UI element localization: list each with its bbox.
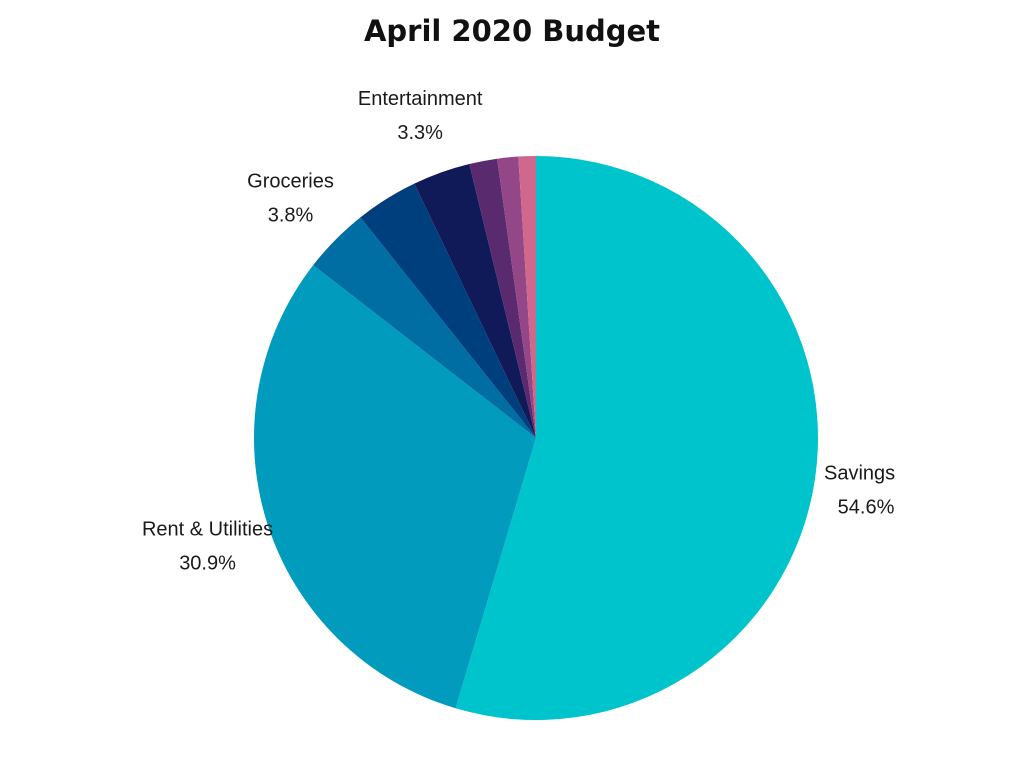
slice-label-entertainment: Entertainment — [358, 88, 483, 110]
pie-slices — [253, 156, 818, 720]
slice-value-entertainment: 3.3% — [397, 122, 443, 144]
slice-label-savings: Savings — [824, 463, 895, 485]
pie-slice-savings — [455, 156, 818, 720]
pie-slice-rent-utilities — [253, 265, 536, 709]
pie-slice-unlabeled-7 — [518, 156, 536, 438]
pie-slice-groceries — [313, 217, 536, 438]
slice-value-savings: 54.6% — [838, 497, 895, 519]
slice-value-rent-utilities: 30.9% — [179, 553, 236, 575]
pie-slice-unlabeled-6 — [497, 156, 536, 438]
slice-label-groceries: Groceries — [247, 171, 334, 193]
slice-value-groceries: 3.8% — [268, 205, 314, 227]
pie-slice-unlabeled-3 — [360, 183, 536, 438]
pie-slice-unlabeled-5 — [469, 158, 536, 438]
pie-slice-entertainment — [414, 163, 536, 438]
chart-title: April 2020 Budget — [363, 14, 661, 48]
pie-labels: Savings 54.6% Rent & Utilities 30.9% Groceri… — [142, 88, 895, 575]
slice-label-rent-utilities: Rent & Utilities — [142, 519, 273, 541]
